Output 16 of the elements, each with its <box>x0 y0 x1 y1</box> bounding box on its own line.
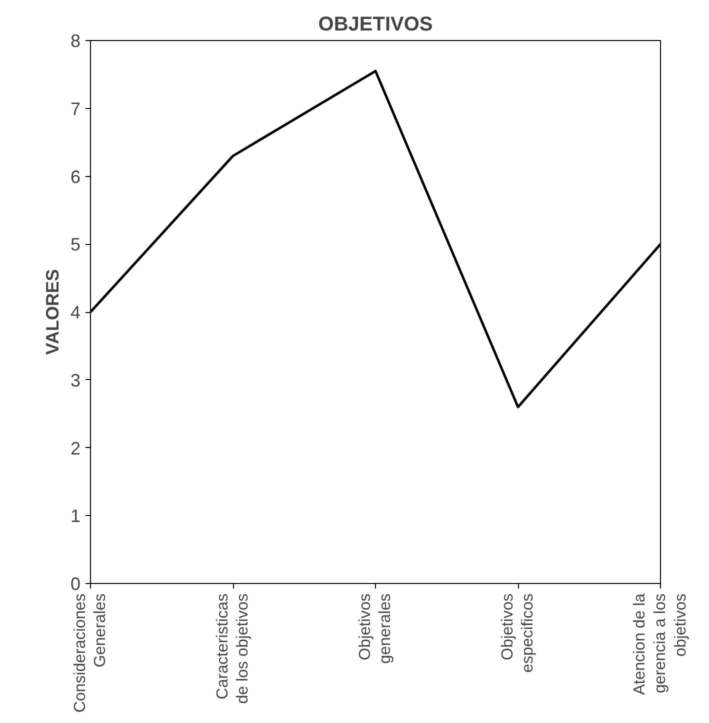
chart-title: OBJETIVOS <box>318 14 433 36</box>
x-tick-label: Caracteristicas de los objetivos <box>214 593 252 704</box>
y-tick-label: 6 <box>70 166 81 187</box>
x-tick-label: Consideraciones Generales <box>72 593 110 713</box>
y-axis-title: VALORES <box>42 269 62 355</box>
y-tick-label: 8 <box>70 31 81 51</box>
x-tick-label: Objetivos especificos <box>499 593 537 673</box>
y-tick-label: 5 <box>70 234 81 255</box>
x-tick-label: Objetivos generales <box>356 593 394 664</box>
y-tick-label: 1 <box>70 506 81 526</box>
y-tick-label: 0 <box>70 574 81 594</box>
x-tick-label: Atencion de la gerencia a los objetivos <box>632 593 690 695</box>
y-tick-label: 3 <box>70 370 81 390</box>
y-tick-label: 7 <box>70 98 81 119</box>
y-tick-label: 2 <box>70 438 81 458</box>
y-tick-label: 4 <box>70 302 81 322</box>
